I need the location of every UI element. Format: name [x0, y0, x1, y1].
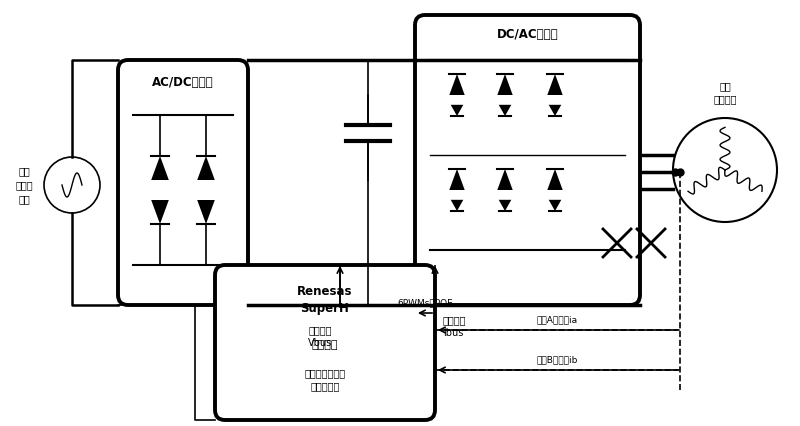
- Polygon shape: [151, 200, 169, 224]
- Polygon shape: [197, 200, 214, 224]
- Polygon shape: [498, 169, 513, 190]
- Polygon shape: [151, 156, 169, 180]
- Text: 母线电流
ibus: 母线电流 ibus: [443, 315, 466, 338]
- Text: 母线电压
Vbus: 母线电压 Vbus: [308, 325, 332, 348]
- FancyBboxPatch shape: [118, 60, 248, 305]
- Polygon shape: [450, 200, 463, 211]
- Polygon shape: [549, 200, 562, 211]
- Polygon shape: [498, 105, 511, 116]
- Text: 三相
或单相
交流: 三相 或单相 交流: [15, 166, 33, 204]
- Text: （无速度传感器
矢量控制）: （无速度传感器 矢量控制）: [305, 368, 346, 391]
- Polygon shape: [549, 105, 562, 116]
- Text: 电机B相电流ib: 电机B相电流ib: [537, 355, 578, 364]
- Text: 6PWMs，POE: 6PWMs，POE: [397, 298, 453, 307]
- Polygon shape: [547, 74, 562, 95]
- Polygon shape: [450, 169, 465, 190]
- FancyBboxPatch shape: [415, 15, 640, 305]
- Polygon shape: [498, 200, 511, 211]
- Polygon shape: [450, 74, 465, 95]
- Polygon shape: [197, 156, 214, 180]
- Polygon shape: [498, 74, 513, 95]
- Text: DC/AC逆变器: DC/AC逆变器: [497, 29, 558, 41]
- Text: 微处理器: 微处理器: [312, 340, 338, 350]
- Polygon shape: [450, 105, 463, 116]
- Text: Renesas
SuperH: Renesas SuperH: [298, 285, 353, 315]
- Text: 电机A相电流ia: 电机A相电流ia: [537, 315, 578, 324]
- FancyBboxPatch shape: [215, 265, 435, 420]
- Text: 三相
交流电机: 三相 交流电机: [714, 81, 737, 104]
- Text: AC/DC整流器: AC/DC整流器: [152, 75, 214, 89]
- Polygon shape: [547, 169, 562, 190]
